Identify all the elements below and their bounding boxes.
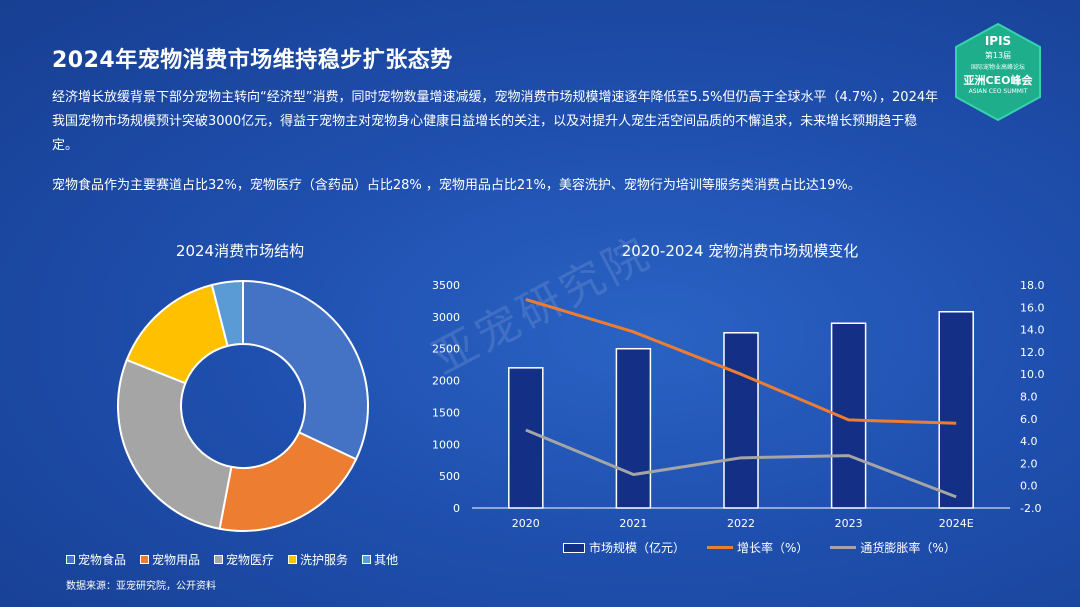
y-right-tick-label: 2.0 bbox=[1020, 457, 1038, 470]
badge-logo: IPIS bbox=[984, 34, 1012, 48]
hexagon-logo-icon bbox=[955, 22, 1041, 122]
combo-legend-item: 增长率（%） bbox=[707, 539, 808, 556]
pie-legend-item: 洗护服务 bbox=[288, 551, 348, 568]
bar-market-size bbox=[938, 311, 974, 509]
y-right-tick-label: 12.0 bbox=[1020, 346, 1045, 359]
legend-swatch bbox=[563, 542, 585, 553]
pie-legend-label: 其他 bbox=[374, 553, 399, 567]
badge-forum: 国际宠物业高峰论坛 bbox=[970, 64, 1025, 71]
growth-rate-line bbox=[525, 298, 957, 425]
donut-slice-2 bbox=[218, 431, 358, 532]
legend-swatch bbox=[362, 555, 372, 564]
inflation-rate-line bbox=[525, 428, 957, 499]
bar-market-size bbox=[723, 332, 759, 509]
y-right-tick-label: 14.0 bbox=[1020, 324, 1045, 337]
y-right-tick-label: 0.0 bbox=[1020, 480, 1038, 493]
share-paragraph: 宠物食品作为主要赛道占比32%，宠物医疗（含药品）占比28% ，宠物用品占比21… bbox=[52, 178, 861, 193]
y-right-tick-label: -2.0 bbox=[1020, 502, 1041, 515]
combo-legend-label: 市场规模（亿元） bbox=[589, 541, 686, 555]
page-title: 2024年宠物消费市场维持稳步扩张态势 bbox=[52, 48, 453, 73]
y-right-tick-label: 4.0 bbox=[1020, 435, 1038, 448]
y-left-tick-label: 2500 bbox=[432, 343, 460, 356]
legend-swatch bbox=[66, 555, 75, 564]
badge-edition: 第13届 bbox=[984, 51, 1012, 60]
pie-legend-item: 宠物食品 bbox=[66, 551, 126, 568]
badge-event: 亚洲CEO峰会 bbox=[963, 74, 1033, 87]
pie-legend-item: 宠物用品 bbox=[140, 551, 200, 568]
y-left-tick-label: 3000 bbox=[432, 311, 460, 324]
combo-legend-label: 通货膨胀率（%） bbox=[860, 541, 956, 555]
y-left-tick-label: 1500 bbox=[432, 406, 460, 419]
pie-legend-label: 宠物医疗 bbox=[226, 553, 275, 567]
y-left-tick-label: 0 bbox=[453, 502, 460, 515]
y-right-tick-label: 6.0 bbox=[1020, 413, 1038, 426]
donut-slice-3 bbox=[117, 358, 233, 530]
combo-chart-title: 2020-2024 宠物消费市场规模变化 bbox=[621, 242, 859, 260]
y-right-tick-label: 16.0 bbox=[1020, 301, 1045, 314]
y-right-tick-label: 10.0 bbox=[1020, 368, 1045, 381]
y-left-tick-label: 2000 bbox=[432, 375, 460, 388]
combo-legend: 市场规模（亿元） 增长率（%） 通货膨胀率（%） bbox=[563, 539, 956, 556]
legend-swatch bbox=[288, 555, 298, 564]
pie-chart-title: 2024消费市场结构 bbox=[175, 242, 305, 260]
x-tick-label: 2023 bbox=[835, 517, 863, 530]
badge-event-en: ASIAN CEO SUMMIT bbox=[968, 88, 1028, 95]
pie-legend-label: 洗护服务 bbox=[300, 553, 349, 567]
x-tick-label: 2024E bbox=[939, 517, 974, 530]
y-right-tick-label: 8.0 bbox=[1020, 391, 1038, 404]
combo-legend-label: 增长率（%） bbox=[737, 541, 809, 555]
y-left-tick-label: 500 bbox=[439, 470, 460, 483]
pie-legend-label: 宠物食品 bbox=[78, 553, 127, 567]
bar-market-size bbox=[615, 347, 652, 509]
summit-badge: IPIS 第13届 国际宠物业高峰论坛 亚洲CEO峰会 ASIAN CEO SU… bbox=[952, 22, 1044, 122]
y-left-tick-label: 1000 bbox=[432, 438, 460, 451]
y-left-tick-label: 3500 bbox=[432, 279, 460, 292]
pie-legend-label: 宠物用品 bbox=[152, 553, 201, 567]
bar-market-size bbox=[508, 367, 544, 509]
x-tick-label: 2020 bbox=[512, 517, 540, 530]
summary-paragraph: 经济增长放缓背景下部分宠物主转向“经济型”消费，同时宠物数量增速减缓，宠物消费市… bbox=[52, 90, 939, 153]
x-tick-label: 2021 bbox=[619, 517, 647, 530]
combo-legend-item: 市场规模（亿元） bbox=[563, 539, 685, 556]
pie-legend-item: 宠物医疗 bbox=[214, 551, 274, 568]
legend-swatch bbox=[140, 555, 150, 564]
x-tick-label: 2022 bbox=[727, 517, 755, 530]
pie-legend-item: 其他 bbox=[362, 551, 398, 568]
legend-swatch bbox=[830, 546, 857, 549]
donut-slice-1 bbox=[242, 279, 369, 461]
combo-legend-item: 通货膨胀率（%） bbox=[830, 539, 956, 556]
source-note: 数据来源：亚宠研究院，公开资料 bbox=[66, 581, 216, 592]
donut-slice-5 bbox=[210, 279, 244, 348]
legend-swatch bbox=[707, 546, 734, 549]
legend-swatch bbox=[214, 555, 224, 564]
pie-legend: 宠物食品 宠物用品 宠物医疗 洗护服务 其他 bbox=[66, 551, 398, 568]
y-right-tick-label: 18.0 bbox=[1020, 279, 1045, 292]
